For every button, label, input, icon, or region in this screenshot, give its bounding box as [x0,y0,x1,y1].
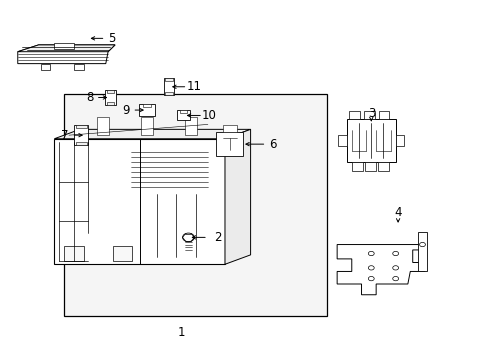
Polygon shape [364,162,375,171]
Text: 3: 3 [368,107,375,120]
Bar [64,246,83,261]
Circle shape [392,276,398,281]
Bar [346,119,395,162]
Bar [164,92,172,95]
Text: 7: 7 [61,129,69,142]
Polygon shape [395,135,404,146]
Bar [176,111,190,121]
Polygon shape [363,111,374,119]
Bar [74,125,88,145]
Text: 9: 9 [122,104,130,117]
Text: 5: 5 [108,32,115,45]
Polygon shape [74,64,83,70]
Polygon shape [18,45,115,52]
Polygon shape [378,111,388,119]
Bar [164,78,172,81]
Text: 10: 10 [202,109,216,122]
Polygon shape [41,64,50,70]
Bar [76,125,86,128]
Polygon shape [54,129,250,139]
Bar [180,110,186,113]
Circle shape [367,276,373,281]
Polygon shape [337,135,346,146]
Circle shape [182,233,194,242]
Bar [113,246,132,261]
Text: 4: 4 [393,207,401,220]
Bar [64,94,327,316]
Text: 1: 1 [177,326,184,339]
Circle shape [392,251,398,256]
Circle shape [367,251,373,256]
Bar [139,104,155,116]
Bar [223,125,236,132]
Bar [54,139,224,264]
Circle shape [392,266,398,270]
Bar [54,43,74,49]
Polygon shape [417,232,427,271]
Polygon shape [18,45,115,64]
Polygon shape [351,162,362,171]
Bar [184,117,197,135]
Text: 11: 11 [186,80,201,93]
Bar [106,90,114,93]
Polygon shape [377,162,387,171]
Bar [76,142,86,145]
Polygon shape [348,111,359,119]
Bar [106,102,114,105]
Bar [143,104,151,107]
Circle shape [367,266,373,270]
Bar [97,117,109,135]
Circle shape [419,242,425,247]
Polygon shape [336,244,424,295]
Bar [105,90,116,105]
Bar [163,78,174,95]
Text: 2: 2 [213,231,221,244]
Polygon shape [224,129,250,264]
Bar [216,132,243,156]
Text: 8: 8 [85,91,93,104]
Bar [141,117,153,135]
Text: 6: 6 [268,138,276,150]
